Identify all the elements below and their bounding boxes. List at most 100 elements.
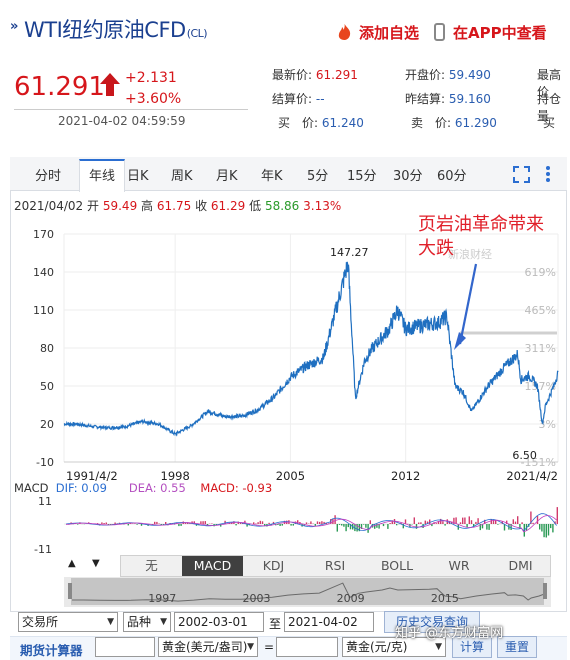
macd-bar [552, 524, 553, 532]
date-to-label: 至 [269, 615, 281, 632]
indicator-tab-wr[interactable]: WR [428, 556, 490, 576]
equals-label: = [264, 640, 274, 654]
macd-bar [260, 521, 261, 524]
x-tick-label: 2005 [276, 469, 305, 482]
macd-bar [429, 520, 430, 525]
macd-bar [154, 522, 155, 524]
macd-bar [255, 524, 256, 525]
indicator-tab-none[interactable]: 无 [121, 556, 182, 576]
navigator-selection [71, 578, 544, 605]
macd-bar [345, 524, 346, 531]
indicator-tab-boll[interactable]: BOLL [366, 556, 428, 576]
low-label: 6.50 [512, 449, 537, 462]
macd-bar [341, 524, 342, 526]
macd-bar [348, 524, 349, 527]
macd-bar [471, 520, 472, 524]
y-tick-label: 110 [33, 304, 54, 317]
macd-bar [416, 524, 417, 529]
quote-field-prev-settle: 昨结算: 59.160 [405, 90, 491, 107]
tab-intraday[interactable]: 分时 [35, 165, 61, 184]
navigator-left-handle[interactable] [68, 583, 72, 599]
macd-bar [464, 518, 465, 525]
tab-15min[interactable]: 15分 [347, 165, 377, 184]
macd-bar [77, 524, 78, 525]
calc-input-left[interactable] [95, 637, 155, 657]
symbol-code: (CL) [187, 27, 207, 40]
macd-bar [343, 524, 344, 527]
macd-bar [513, 519, 514, 524]
fullscreen-icon[interactable] [513, 166, 530, 183]
macd-bar [253, 522, 254, 524]
macd-bar [319, 522, 320, 524]
indicator-tab-rsi[interactable]: RSI [304, 556, 366, 576]
y-tick-label: 80 [40, 342, 54, 355]
quote-field-ask: 卖 价: 61.290 [411, 114, 497, 131]
tab-yearly[interactable]: 年K [261, 165, 283, 184]
macd-bar [532, 523, 533, 524]
macd-bar [414, 517, 415, 524]
view-in-app-button[interactable]: 在APP中查看 [434, 22, 547, 43]
scroll-up-button[interactable]: ▲ [68, 558, 76, 569]
quote-field-open: 开盘价: 59.490 [405, 66, 491, 83]
exchange-select[interactable]: 交易所▼ [18, 612, 118, 632]
tab-weekly[interactable]: 周K [171, 165, 193, 184]
indicator-tab-dmi[interactable]: DMI [490, 556, 551, 576]
peak-label: 147.27 [330, 246, 369, 259]
macd-bar [420, 522, 421, 524]
tab-5min[interactable]: 5分 [307, 165, 328, 184]
macd-bar [515, 522, 516, 524]
macd-bar [211, 524, 212, 525]
variety-select[interactable]: 品种▼ [123, 612, 171, 632]
macd-bar [101, 522, 102, 524]
macd-bar [128, 524, 129, 525]
tab-60min[interactable]: 60分 [437, 165, 467, 184]
tab-daily[interactable]: 日K [127, 165, 149, 184]
macd-bar [257, 522, 258, 524]
ohlc-readout: 2021/04/02 开 59.49 高 61.75 收 61.29 低 58.… [14, 197, 341, 214]
price-change: +2.131 +3.60% [125, 68, 181, 110]
macd-bar [546, 524, 547, 538]
macd-bar [114, 523, 115, 525]
y-tick-label: -10 [36, 456, 54, 469]
scroll-down-button[interactable]: ▼ [92, 558, 100, 569]
pct-tick-label: 619% [525, 266, 556, 279]
chart-grid [64, 234, 558, 462]
tab-yearline[interactable]: 年线 [89, 165, 115, 184]
macd-y-bottom: -11 [34, 543, 52, 554]
indicator-tab-macd[interactable]: MACD [182, 556, 243, 576]
pct-tick-label: 311% [525, 342, 556, 355]
add-watchlist-button[interactable]: 添加自选 [336, 22, 419, 43]
page-watermark: 知乎 @东方财富网 [395, 622, 503, 641]
pct-tick-label: 465% [525, 304, 556, 317]
navigator-year-label: 2015 [431, 592, 459, 605]
tab-30min[interactable]: 30分 [393, 165, 423, 184]
macd-bar [491, 519, 492, 524]
start-date-input[interactable]: 2002-03-01 [174, 612, 264, 632]
macd-bar [103, 523, 104, 524]
gold-usd-select[interactable]: 黄金(美元/盎司)▼ [158, 637, 258, 657]
end-date-input[interactable]: 2021-04-02 [284, 612, 374, 632]
navigator-right-handle[interactable] [543, 583, 547, 599]
macd-bar [205, 521, 206, 524]
phone-icon [434, 23, 445, 41]
change-value: +2.131 [125, 68, 181, 89]
macd-bar [178, 524, 179, 526]
macd-bar [321, 521, 322, 524]
macd-bar [156, 522, 157, 524]
quote-field-settle: 结算价: -- [272, 90, 325, 107]
macd-bar [537, 516, 538, 524]
macd-bar [425, 521, 426, 524]
chevron-down-icon: ▼ [160, 613, 167, 631]
more-options-icon[interactable] [545, 165, 551, 183]
indicator-tab-kdj[interactable]: KDJ [243, 556, 304, 576]
macd-bar [136, 524, 137, 525]
calc-input-right[interactable] [276, 637, 338, 657]
macd-bar [317, 521, 318, 524]
macd-bar [158, 524, 159, 525]
macd-bar [460, 522, 461, 524]
tab-monthly[interactable]: 月K [216, 165, 238, 184]
macd-bar [235, 524, 236, 525]
